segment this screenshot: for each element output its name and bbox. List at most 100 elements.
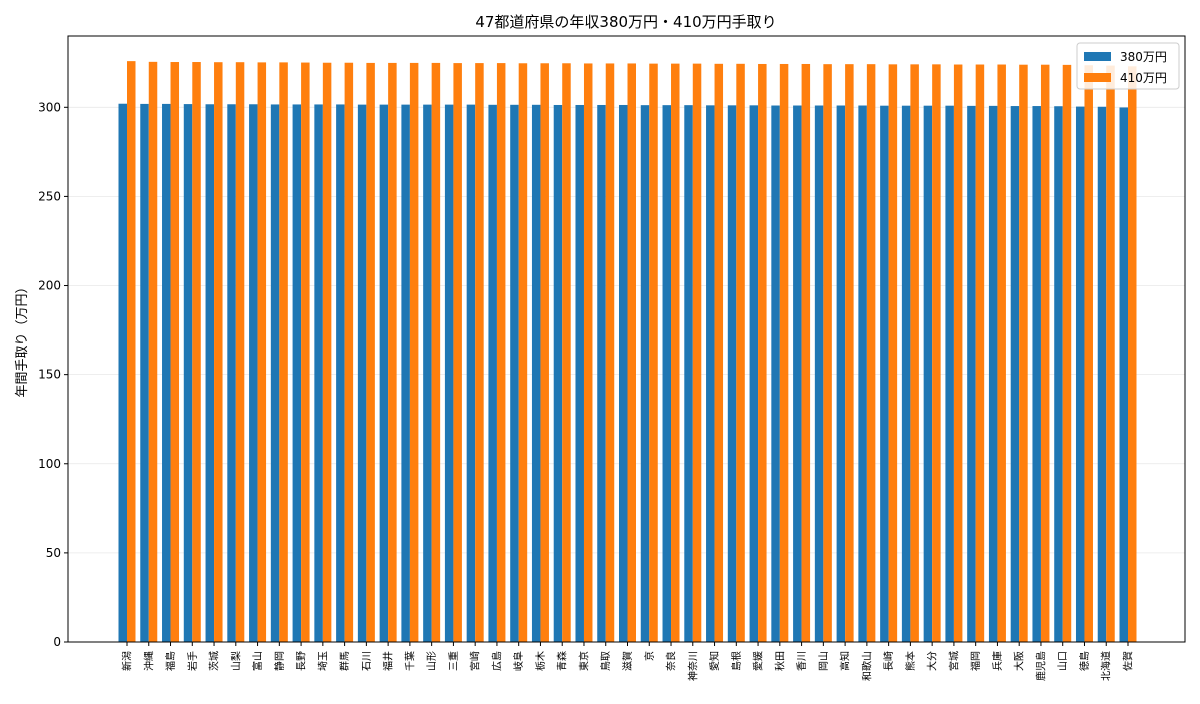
bar-series1 <box>1010 106 1020 643</box>
x-tick-label: 高知 <box>839 651 852 671</box>
y-tick-label: 0 <box>53 635 61 649</box>
bar-series2 <box>758 63 767 643</box>
chart-title: 47都道府県の年収380万円・410万円手取り <box>475 13 776 31</box>
x-tick-label: 千葉 <box>403 651 416 671</box>
x-tick-label: 島根 <box>730 651 743 671</box>
bar-series2 <box>823 64 832 642</box>
bar-series1 <box>793 105 802 642</box>
x-tick-label: 神奈川 <box>686 651 699 681</box>
bar-series2 <box>1128 66 1137 643</box>
bar-series2 <box>866 64 876 642</box>
bar-series2 <box>257 62 267 642</box>
x-tick-label: 埼玉 <box>316 651 329 671</box>
bar-series1 <box>575 104 584 643</box>
x-tick-label: 大阪 <box>1013 651 1026 671</box>
bar-series2 <box>583 63 593 642</box>
x-tick-label: 京 <box>643 651 656 661</box>
bar-series1 <box>836 105 846 642</box>
legend-label: 410万円 <box>1120 71 1167 85</box>
bar-series1 <box>662 105 672 643</box>
bar-series2 <box>475 63 484 642</box>
bar-series1 <box>292 104 302 642</box>
x-tick-label: 岩手 <box>186 651 199 671</box>
bar-series2 <box>1062 64 1072 642</box>
bar-series1 <box>357 104 367 642</box>
bar-series1 <box>597 104 606 643</box>
bar-series2 <box>671 63 680 643</box>
bar-series1 <box>314 104 323 642</box>
bar-series1 <box>553 104 563 643</box>
bar-series2 <box>366 62 375 643</box>
bar-series1 <box>466 104 476 642</box>
x-tick-label: 沖縄 <box>142 651 155 671</box>
bar-series1 <box>423 104 432 642</box>
bar-series2 <box>736 63 745 643</box>
x-tick-label: 長野 <box>296 651 308 671</box>
bar-series2 <box>1040 64 1050 643</box>
bar-series2 <box>888 64 898 642</box>
x-tick-label: 三重 <box>447 651 460 671</box>
x-tick-label: 新潟 <box>121 651 134 671</box>
x-tick-label: 茨城 <box>208 651 221 671</box>
x-tick-label: 鳥取 <box>599 651 612 671</box>
x-tick-label: 宮城 <box>947 651 960 671</box>
y-tick-label: 250 <box>38 189 61 203</box>
bar-series1 <box>118 103 127 642</box>
x-tick-label: 広島 <box>490 651 503 671</box>
bar-series2 <box>605 63 615 642</box>
bar-series2 <box>322 62 332 643</box>
bar-series2 <box>562 63 571 642</box>
x-tick-label: 福島 <box>164 651 177 671</box>
plot-frame <box>67 35 1186 643</box>
x-tick-label: 群馬 <box>338 651 351 671</box>
bar-series1 <box>706 105 715 643</box>
legend-label: 380万円 <box>1120 50 1167 64</box>
bar-series1 <box>1032 106 1041 643</box>
bar-series1 <box>140 103 149 642</box>
x-tick-label: 富山 <box>251 651 264 671</box>
bar-series1 <box>988 105 998 643</box>
bar-series2 <box>953 64 963 643</box>
x-tick-label: 栃木 <box>534 651 547 671</box>
bar-series2 <box>975 64 985 643</box>
bar-series1 <box>858 105 867 642</box>
x-tick-label: 大分 <box>926 651 939 671</box>
x-tick-label: 静岡 <box>273 651 286 671</box>
bar-series1 <box>205 104 215 643</box>
bar-series1 <box>749 105 759 643</box>
x-tick-label: 佐賀 <box>1123 651 1135 671</box>
x-axis: 新潟 沖縄 福島 岩手 茨城 山梨 富山 静岡 長野 埼玉 群馬 石川 福井 千葉 山形 三重 宮崎 広島 岐阜 栃木… <box>121 642 1135 681</box>
bar-series1 <box>814 105 824 642</box>
bar-series1 <box>488 104 497 642</box>
bar-series2 <box>127 61 136 643</box>
x-tick-label: 青森 <box>556 651 569 671</box>
bar-series2 <box>932 64 941 642</box>
bar-series2 <box>692 63 702 643</box>
bar-series2 <box>344 62 354 643</box>
bar-series1 <box>1119 107 1128 642</box>
x-tick-label: 熊本 <box>904 651 917 671</box>
bar-series2 <box>192 62 201 643</box>
bar-series2 <box>431 62 441 643</box>
bar-series2 <box>518 63 528 642</box>
bar-series2 <box>649 63 658 643</box>
bar-series1 <box>619 104 628 643</box>
x-tick-label: 和歌山 <box>860 651 873 681</box>
x-tick-label: 愛媛 <box>752 651 765 671</box>
x-tick-label: 長崎 <box>882 651 895 671</box>
bar-series2 <box>388 62 397 643</box>
bar-series1 <box>945 105 954 642</box>
bar-series2 <box>409 62 419 643</box>
x-tick-label: 山梨 <box>229 651 242 671</box>
bar-series1 <box>1054 106 1063 642</box>
bar-series2 <box>540 63 549 642</box>
bar-series2 <box>214 62 223 643</box>
x-tick-label: 兵庫 <box>991 651 1004 671</box>
bar-series1 <box>1097 106 1107 643</box>
x-tick-label: 東京 <box>577 651 590 671</box>
bar-series2 <box>779 63 789 643</box>
y-tick-label: 200 <box>38 279 61 293</box>
bar-series2 <box>910 64 919 642</box>
bar-series2 <box>1019 64 1028 643</box>
